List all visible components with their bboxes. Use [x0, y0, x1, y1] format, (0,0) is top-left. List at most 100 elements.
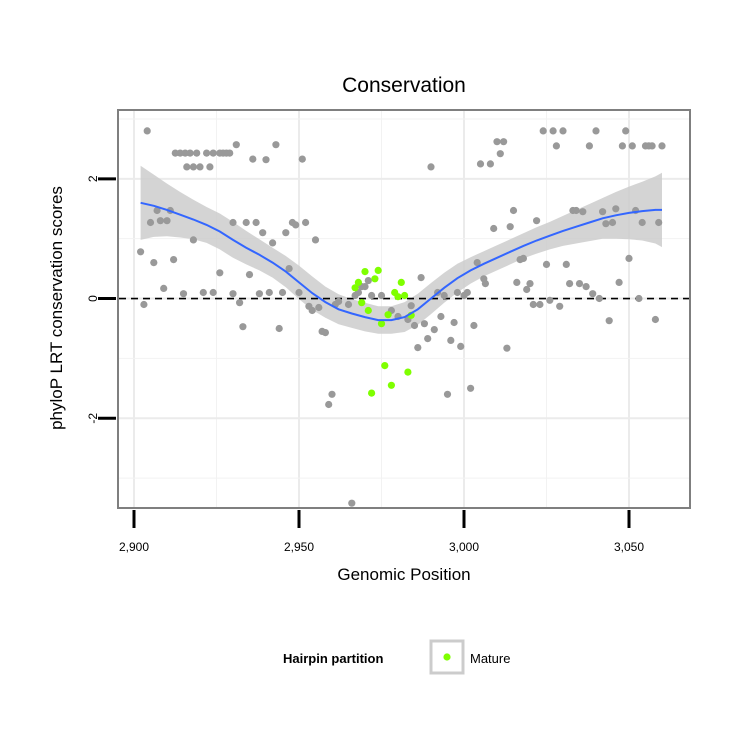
- confidence-band-layer: [140, 165, 663, 334]
- point-other: [599, 208, 607, 216]
- point-mature: [364, 306, 372, 315]
- point-other: [199, 288, 207, 297]
- point-other: [427, 163, 435, 171]
- point-other: [292, 221, 300, 229]
- point-other: [440, 291, 448, 300]
- point-other: [509, 206, 518, 215]
- point-other: [658, 142, 666, 150]
- point-other: [447, 336, 455, 344]
- point-other: [259, 229, 267, 237]
- point-other: [229, 290, 237, 298]
- y-tick-label: -2: [86, 413, 100, 424]
- point-other: [269, 239, 277, 247]
- point-other: [410, 321, 419, 330]
- point-other: [153, 206, 161, 215]
- point-other: [559, 127, 567, 135]
- point-other: [176, 149, 184, 157]
- point-other: [648, 142, 656, 150]
- point-other: [361, 283, 369, 291]
- x-axis-title: Genomic Position: [337, 565, 470, 584]
- point-other: [566, 280, 574, 288]
- point-other: [473, 259, 481, 267]
- point-other: [160, 284, 168, 292]
- point-other: [275, 324, 283, 333]
- point-other: [186, 149, 194, 157]
- point-other: [364, 277, 372, 285]
- point-other: [500, 138, 508, 146]
- point-other: [295, 288, 303, 297]
- point-other: [608, 218, 617, 227]
- legend-marker-mature: [443, 653, 451, 661]
- point-other: [311, 236, 320, 244]
- point-mature: [368, 389, 376, 397]
- point-other: [209, 149, 217, 157]
- point-other: [278, 288, 287, 297]
- point-mature: [377, 320, 386, 328]
- point-other: [328, 390, 336, 398]
- point-other: [424, 335, 432, 343]
- point-other: [407, 302, 415, 310]
- point-other: [308, 306, 316, 315]
- point-other: [239, 323, 247, 331]
- point-mature: [354, 278, 362, 286]
- point-mature: [397, 278, 405, 286]
- point-other: [302, 218, 310, 227]
- point-other: [232, 141, 240, 149]
- point-other: [183, 163, 191, 171]
- point-other: [481, 280, 489, 288]
- point-other: [542, 260, 551, 268]
- point-other: [615, 278, 623, 286]
- point-other: [325, 400, 333, 409]
- x-tick-label: 2,900: [119, 540, 149, 554]
- point-other: [572, 206, 580, 215]
- point-other: [242, 218, 250, 227]
- legend: Hairpin partition Mature: [283, 639, 510, 675]
- point-other: [298, 155, 306, 163]
- point-other: [602, 220, 610, 228]
- point-other: [533, 217, 541, 225]
- point-other: [226, 149, 234, 157]
- point-other: [453, 288, 461, 297]
- smooth-fit-line: [140, 201, 662, 322]
- point-other: [170, 256, 178, 264]
- point-other: [612, 205, 620, 213]
- point-mature: [371, 275, 379, 283]
- point-mature: [384, 311, 392, 319]
- point-other: [546, 296, 554, 304]
- point-other: [203, 149, 211, 157]
- smooth-line-layer: [140, 201, 662, 322]
- point-other: [179, 290, 188, 298]
- point-other: [457, 342, 465, 350]
- point-other: [245, 271, 254, 279]
- point-other: [265, 288, 273, 297]
- point-other: [249, 155, 257, 163]
- point-other: [496, 150, 504, 158]
- point-other: [556, 302, 564, 310]
- point-other: [377, 291, 386, 300]
- y-tick-label: 0: [86, 295, 100, 302]
- point-other: [146, 218, 155, 227]
- point-other: [655, 218, 663, 227]
- point-other: [582, 283, 590, 291]
- point-other: [513, 278, 521, 286]
- point-other: [595, 294, 603, 303]
- confidence-band: [140, 165, 663, 334]
- point-other: [315, 303, 323, 312]
- point-other: [470, 321, 478, 330]
- point-other: [519, 254, 528, 262]
- point-other: [579, 208, 587, 216]
- point-mature: [401, 291, 409, 300]
- point-other: [193, 149, 201, 157]
- point-other: [526, 280, 534, 288]
- point-other: [335, 297, 343, 306]
- point-mature: [358, 299, 366, 307]
- point-other: [236, 299, 244, 307]
- point-other: [216, 269, 224, 277]
- point-other: [635, 294, 643, 303]
- point-other: [209, 288, 217, 297]
- point-other: [414, 344, 422, 352]
- point-other: [476, 160, 485, 168]
- point-other: [523, 285, 531, 294]
- point-other: [321, 329, 329, 337]
- point-other: [285, 265, 293, 273]
